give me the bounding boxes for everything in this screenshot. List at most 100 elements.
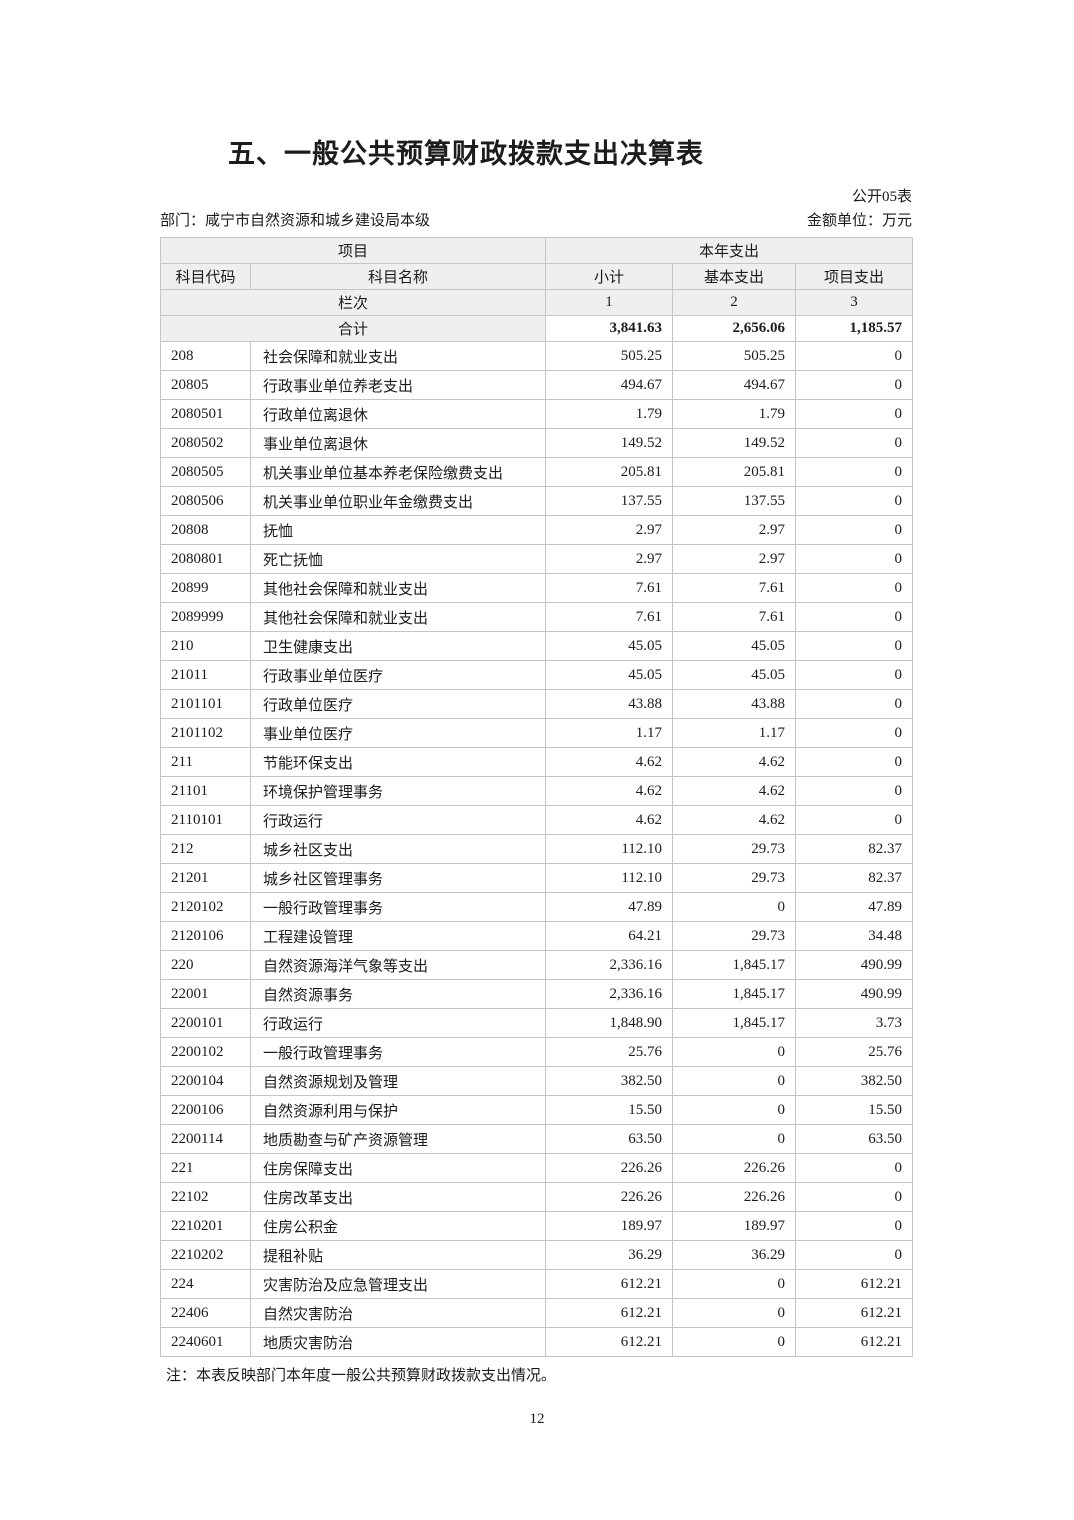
table-row: 22406 自然灾害防治 612.21 0 612.21 bbox=[160, 1298, 914, 1328]
name-cell: 事业单位医疗 bbox=[249, 718, 547, 748]
table-row: 21101 环境保护管理事务 4.62 4.62 0 bbox=[160, 776, 914, 806]
table-row: 2200102 一般行政管理事务 25.76 0 25.76 bbox=[160, 1037, 914, 1067]
subtotal-cell: 612.21 bbox=[545, 1298, 674, 1328]
header-col-code: 科目代码 bbox=[160, 263, 251, 290]
subtotal-cell: 2,336.16 bbox=[545, 979, 674, 1009]
name-cell: 事业单位离退休 bbox=[249, 428, 547, 458]
code-cell: 20899 bbox=[160, 573, 251, 603]
project-cell: 0 bbox=[795, 573, 914, 603]
table-row: 2101101 行政单位医疗 43.88 43.88 0 bbox=[160, 689, 914, 719]
basic-cell: 0 bbox=[672, 1269, 797, 1299]
subtotal-cell: 7.61 bbox=[545, 573, 674, 603]
name-cell: 提租补贴 bbox=[249, 1240, 547, 1270]
table-row: 2240601 地质灾害防治 612.21 0 612.21 bbox=[160, 1327, 914, 1357]
project-cell: 0 bbox=[795, 689, 914, 719]
table-row: 22001 自然资源事务 2,336.16 1,845.17 490.99 bbox=[160, 979, 914, 1009]
table-row: 2200101 行政运行 1,848.90 1,845.17 3.73 bbox=[160, 1008, 914, 1038]
total-label: 合计 bbox=[159, 315, 547, 342]
name-cell: 其他社会保障和就业支出 bbox=[249, 602, 547, 632]
page-number: 12 bbox=[529, 1411, 545, 1427]
code-cell: 2110101 bbox=[160, 805, 251, 835]
table-row: 208 社会保障和就业支出 505.25 505.25 0 bbox=[160, 341, 914, 371]
project-cell: 82.37 bbox=[795, 834, 914, 864]
header-col-subtotal: 小计 bbox=[545, 263, 674, 290]
table-row: 2080502 事业单位离退休 149.52 149.52 0 bbox=[160, 428, 914, 458]
name-cell: 自然灾害防治 bbox=[249, 1298, 547, 1328]
basic-cell: 2.97 bbox=[672, 544, 797, 574]
basic-cell: 0 bbox=[672, 1095, 797, 1125]
code-cell: 2120106 bbox=[160, 921, 251, 951]
code-cell: 221 bbox=[160, 1153, 251, 1183]
subtotal-cell: 382.50 bbox=[545, 1066, 674, 1096]
code-cell: 2200104 bbox=[160, 1066, 251, 1096]
subtotal-cell: 226.26 bbox=[545, 1182, 674, 1212]
code-cell: 22406 bbox=[160, 1298, 251, 1328]
basic-cell: 505.25 bbox=[672, 341, 797, 371]
basic-cell: 205.81 bbox=[672, 457, 797, 487]
basic-cell: 4.62 bbox=[672, 747, 797, 777]
name-cell: 节能环保支出 bbox=[249, 747, 547, 777]
basic-cell: 0 bbox=[672, 1327, 797, 1357]
unit-line: 金额单位：万元 bbox=[807, 209, 912, 230]
document-content: 五、一般公共预算财政拨款支出决算表 公开05表 部门：咸宁市自然资源和城乡建设局… bbox=[159, 0, 914, 1385]
basic-cell: 4.62 bbox=[672, 776, 797, 806]
basic-cell: 1.79 bbox=[672, 399, 797, 429]
table-row: 2101102 事业单位医疗 1.17 1.17 0 bbox=[160, 718, 914, 748]
code-cell: 21101 bbox=[160, 776, 251, 806]
table-row: 21201 城乡社区管理事务 112.10 29.73 82.37 bbox=[160, 863, 914, 893]
code-cell: 220 bbox=[160, 950, 251, 980]
basic-cell: 0 bbox=[672, 1298, 797, 1328]
code-cell: 22001 bbox=[160, 979, 251, 1009]
subtotal-cell: 2,336.16 bbox=[545, 950, 674, 980]
project-cell: 47.89 bbox=[795, 892, 914, 922]
form-code: 公开05表 bbox=[851, 189, 912, 205]
table-row: 2200104 自然资源规划及管理 382.50 0 382.50 bbox=[160, 1066, 914, 1096]
name-cell: 行政单位医疗 bbox=[249, 689, 547, 719]
table-row: 220 自然资源海洋气象等支出 2,336.16 1,845.17 490.99 bbox=[160, 950, 914, 980]
code-cell: 2080801 bbox=[160, 544, 251, 574]
project-cell: 0 bbox=[795, 1182, 914, 1212]
lane-3: 3 bbox=[795, 289, 914, 316]
project-cell: 25.76 bbox=[795, 1037, 914, 1067]
name-cell: 地质勘查与矿产资源管理 bbox=[249, 1124, 547, 1154]
subtotal-cell: 15.50 bbox=[545, 1095, 674, 1125]
table-row: 22102 住房改革支出 226.26 226.26 0 bbox=[160, 1182, 914, 1212]
name-cell: 行政运行 bbox=[249, 1008, 547, 1038]
code-cell: 208 bbox=[160, 341, 251, 371]
basic-cell: 189.97 bbox=[672, 1211, 797, 1241]
name-cell: 自然资源规划及管理 bbox=[249, 1066, 547, 1096]
code-cell: 2240601 bbox=[160, 1327, 251, 1357]
subtotal-cell: 45.05 bbox=[545, 631, 674, 661]
name-cell: 环境保护管理事务 bbox=[249, 776, 547, 806]
header-group-current-year: 本年支出 bbox=[545, 237, 914, 264]
project-cell: 0 bbox=[795, 631, 914, 661]
project-cell: 0 bbox=[795, 1153, 914, 1183]
project-cell: 612.21 bbox=[795, 1298, 914, 1328]
project-cell: 0 bbox=[795, 1211, 914, 1241]
header-lane-row: 栏次 1 2 3 bbox=[159, 289, 914, 316]
basic-cell: 4.62 bbox=[672, 805, 797, 835]
name-cell: 住房保障支出 bbox=[249, 1153, 547, 1183]
subtotal-cell: 1,848.90 bbox=[545, 1008, 674, 1038]
code-cell: 2210202 bbox=[160, 1240, 251, 1270]
subtotal-cell: 189.97 bbox=[545, 1211, 674, 1241]
project-cell: 612.21 bbox=[795, 1327, 914, 1357]
project-cell: 490.99 bbox=[795, 950, 914, 980]
basic-cell: 7.61 bbox=[672, 573, 797, 603]
header-col-project: 项目支出 bbox=[795, 263, 914, 290]
project-cell: 34.48 bbox=[795, 921, 914, 951]
code-cell: 2101101 bbox=[160, 689, 251, 719]
project-cell: 0 bbox=[795, 515, 914, 545]
total-project: 1,185.57 bbox=[795, 315, 914, 342]
name-cell: 城乡社区支出 bbox=[249, 834, 547, 864]
basic-cell: 7.61 bbox=[672, 602, 797, 632]
subtotal-cell: 36.29 bbox=[545, 1240, 674, 1270]
table-row: 210 卫生健康支出 45.05 45.05 0 bbox=[160, 631, 914, 661]
lane-1: 1 bbox=[545, 289, 674, 316]
project-cell: 0 bbox=[795, 399, 914, 429]
table-row: 2120106 工程建设管理 64.21 29.73 34.48 bbox=[160, 921, 914, 951]
basic-cell: 29.73 bbox=[672, 863, 797, 893]
department-value: 咸宁市自然资源和城乡建设局本级 bbox=[205, 213, 431, 229]
code-cell: 224 bbox=[160, 1269, 251, 1299]
table-row: 2080506 机关事业单位职业年金缴费支出 137.55 137.55 0 bbox=[160, 486, 914, 516]
